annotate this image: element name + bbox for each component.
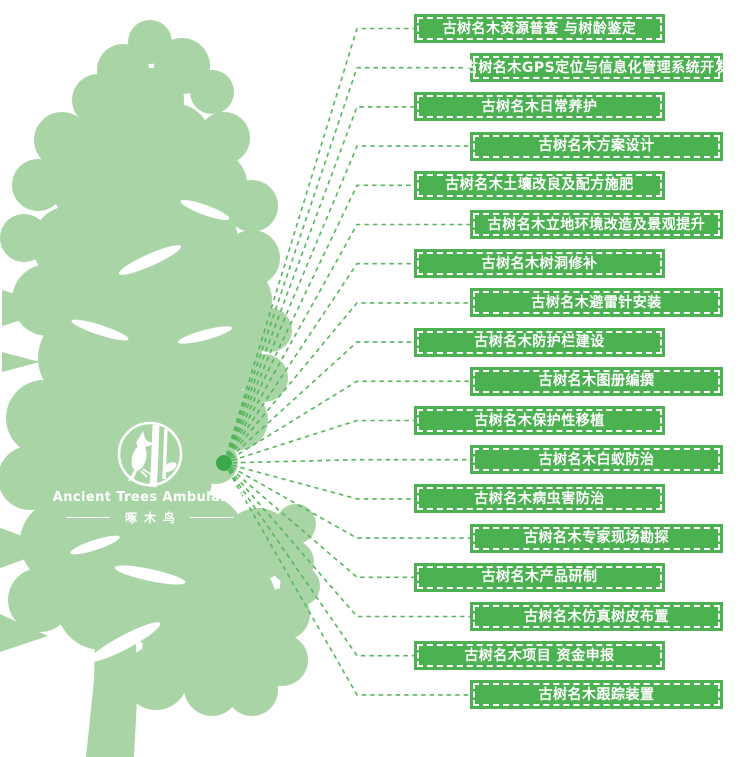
- connector-line: [223, 145, 470, 464]
- connector-line: [223, 106, 414, 464]
- connector-line: [223, 184, 414, 464]
- connector-line: [223, 462, 414, 657]
- service-banner-label: 古树名木防护栏建设: [474, 334, 605, 351]
- connector-line: [223, 341, 414, 464]
- service-banner[interactable]: 古树名木仿真树皮布置: [470, 602, 723, 631]
- service-banner-label: 古树名木立地环境改造及景观提升: [487, 216, 706, 233]
- service-banner-label: 古树名木保护性移植: [474, 412, 605, 429]
- connector-line: [223, 262, 414, 464]
- service-banner[interactable]: 古树名木图册编撰: [470, 366, 723, 396]
- brand-name-zh-row: 啄木鸟: [40, 509, 260, 526]
- decorative-line-right: [190, 516, 234, 519]
- service-banner-label: 古树名木跟踪装置: [538, 686, 655, 703]
- service-banner-label: 古树名木方案设计: [538, 138, 655, 155]
- service-banner-label: 古树名木资源普查 与树龄鉴定: [442, 20, 637, 37]
- hub-dot: [216, 455, 232, 471]
- service-banner[interactable]: 古树名木专家现场勘探: [470, 523, 723, 553]
- connector-line: [223, 419, 414, 464]
- service-banner[interactable]: 古树名木立地环境改造及景观提升: [470, 210, 723, 239]
- tree-branch-gaps: [70, 199, 233, 662]
- service-banner[interactable]: 古树名木病虫害防治: [414, 484, 665, 514]
- service-banner[interactable]: 古树名木方案设计: [470, 131, 723, 161]
- service-banner[interactable]: 古树名木跟踪装置: [470, 680, 723, 710]
- service-banner-label: 古树名木专家现场勘探: [524, 530, 669, 547]
- service-banner[interactable]: 古树名木土壤改良及配方施肥: [414, 170, 665, 200]
- decorative-line-left: [65, 516, 110, 519]
- connector-line: [223, 462, 414, 500]
- service-banner[interactable]: 古树名木防护栏建设: [414, 327, 665, 357]
- connector-line: [223, 66, 470, 464]
- woodpecker-logo-icon: [117, 421, 183, 488]
- connector-line: [223, 223, 470, 464]
- service-banner[interactable]: 古树名木树洞修补: [414, 249, 665, 279]
- service-banner-label: 古树名木GPS定位与信息化管理系统开发: [463, 59, 730, 76]
- service-banner-label: 古树名木产品研制: [481, 569, 598, 586]
- brand-name-en: Ancient Trees Ambulance: [52, 490, 248, 505]
- connector-line: [223, 380, 470, 464]
- service-banner-label: 古树名木图册编撰: [538, 373, 655, 390]
- connector-line: [223, 462, 470, 696]
- connector-lines: [223, 27, 470, 696]
- tree-illustration: [0, 20, 320, 757]
- service-banner-label: 古树名木病虫害防治: [474, 490, 605, 507]
- service-banner[interactable]: 古树名木白蚁防治: [470, 445, 723, 475]
- service-banner[interactable]: 古树名木GPS定位与信息化管理系统开发: [464, 53, 729, 83]
- service-banner-label: 古树名木土壤改良及配方施肥: [445, 177, 634, 194]
- service-banner[interactable]: 古树名木资源普查 与树龄鉴定: [414, 14, 665, 43]
- service-banner-label: 古树名木项目 资金申报: [464, 647, 615, 664]
- connector-line: [223, 458, 470, 464]
- service-banner[interactable]: 古树名木产品研制: [414, 562, 665, 592]
- service-banner[interactable]: 古树名木项目 资金申报: [414, 641, 665, 671]
- brand-logo: Ancient Trees Ambulance 啄木鸟: [40, 419, 260, 526]
- service-banner-label: 古树名木白蚁防治: [538, 451, 655, 468]
- service-banner-label: 古树名木仿真树皮布置: [524, 608, 669, 625]
- service-banner[interactable]: 古树名木避雷针安装: [470, 288, 723, 318]
- service-banner-label: 古树名木避雷针安装: [531, 294, 662, 311]
- connector-line: [223, 302, 470, 464]
- connector-line: [223, 462, 414, 579]
- service-banner[interactable]: 古树名木日常养护: [414, 92, 665, 122]
- service-banner-label: 古树名木树洞修补: [481, 255, 598, 272]
- service-banner-label: 古树名木日常养护: [481, 98, 598, 115]
- connector-line: [223, 27, 414, 464]
- brand-name-zh: 啄木鸟: [124, 511, 182, 525]
- service-banner[interactable]: 古树名木保护性移植: [414, 406, 665, 435]
